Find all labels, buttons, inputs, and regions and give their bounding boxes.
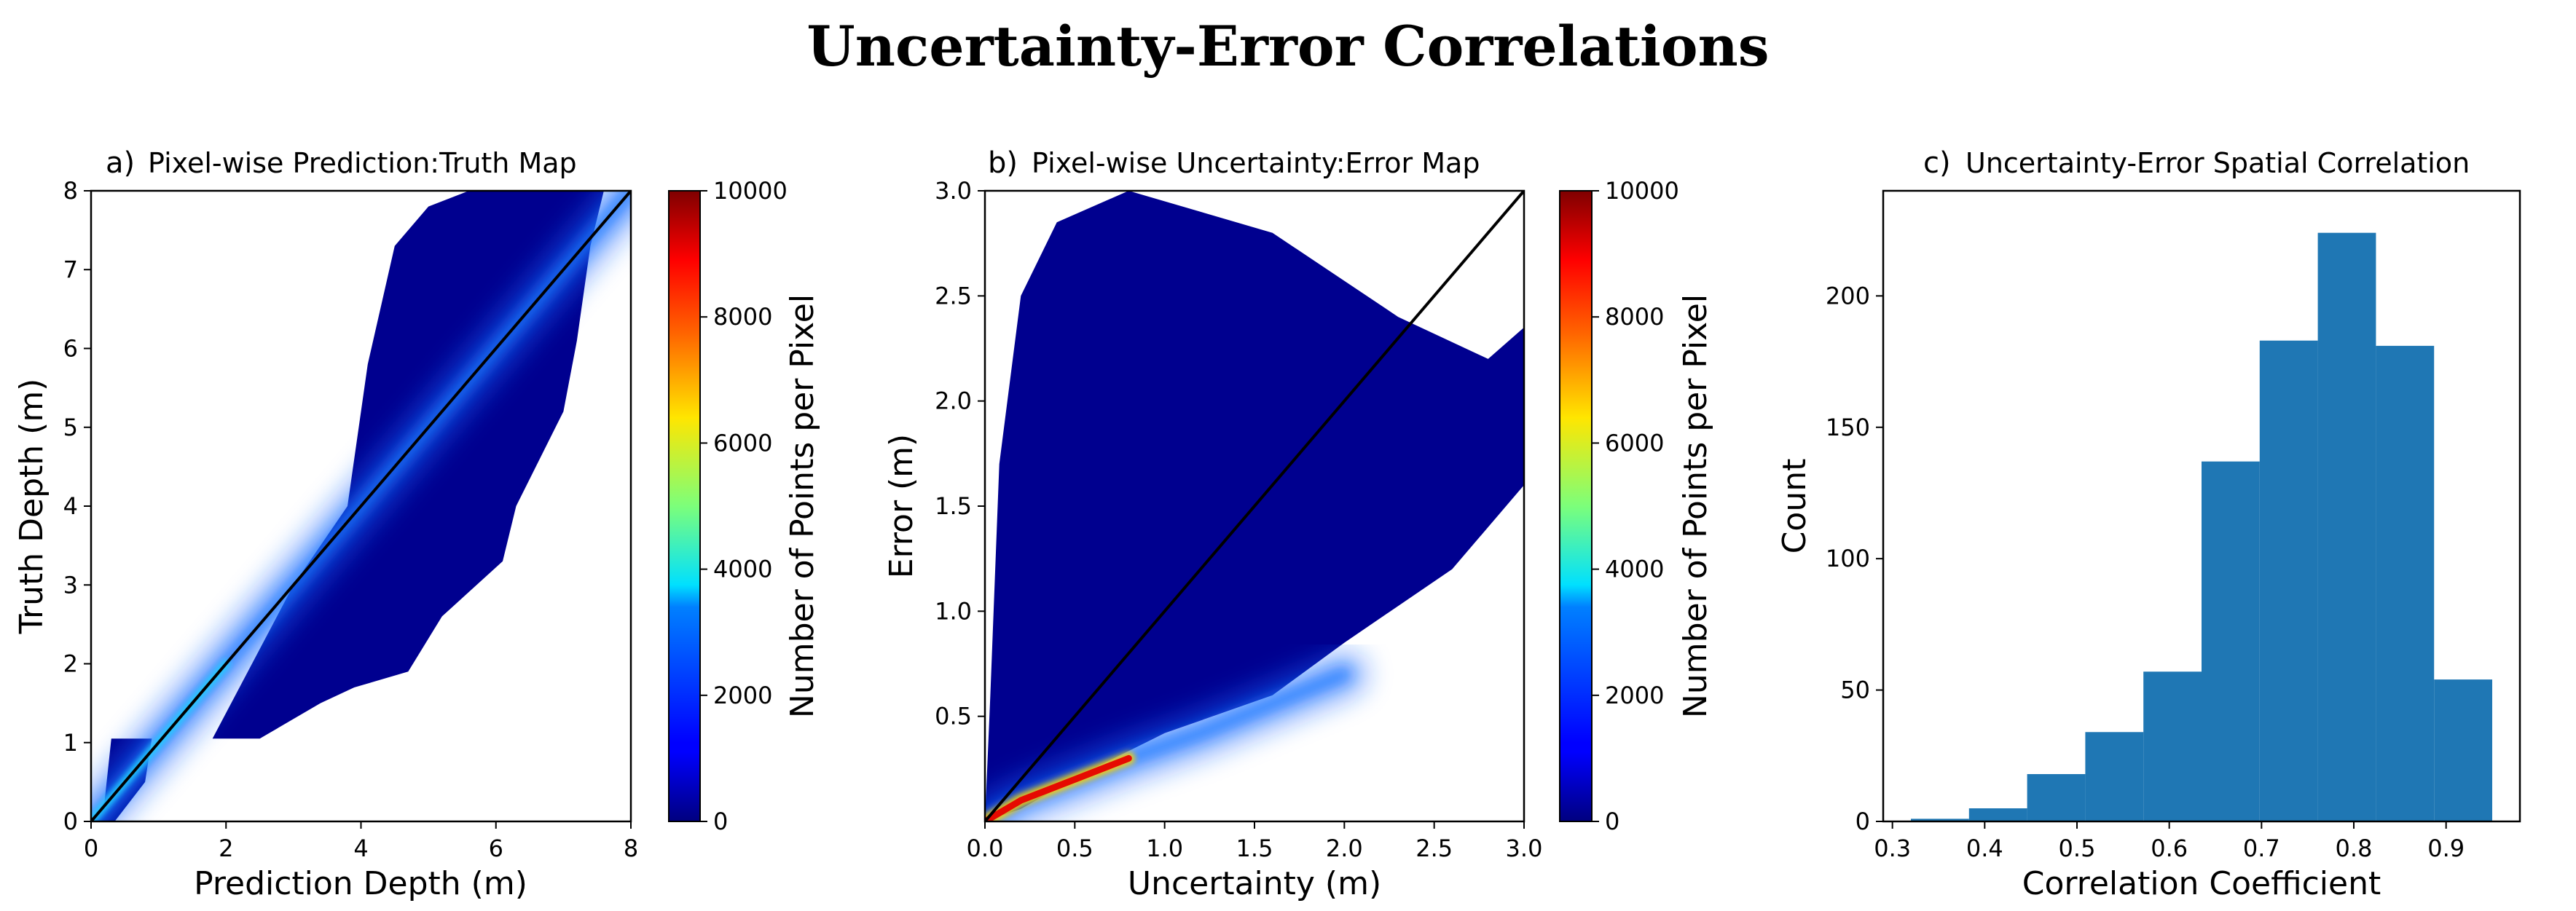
panel-c-histogram: 0.3 0.4 0.5 0.6 0.7 0.8 0.9 0 50 100 150 200 c) Un… — [1776, 146, 2521, 902]
panel-b-x-ticks: 0.0 0.5 1.0 1.5 2.0 2.5 3.0 — [967, 821, 1543, 862]
panel-c-y-label: Count — [1776, 459, 1813, 554]
panel-c-y-tick-label: 150 — [1826, 414, 1870, 441]
panel-b-colorbar-tick-label: 10000 — [1605, 177, 1679, 205]
panel-b-colorbar — [1559, 190, 1593, 822]
panel-a-colorbar-tick-label: 10000 — [713, 177, 788, 205]
panel-a-y-tick-label: 5 — [63, 414, 78, 441]
panel-b-y-tick-label: 1.0 — [935, 597, 972, 625]
panel-c-x-tick-label: 0.3 — [1874, 835, 1911, 862]
panel-a-x-tick-label: 8 — [624, 835, 638, 862]
panel-b-y-ticks: 0.5 1.0 1.5 2.0 2.5 3.0 — [935, 177, 985, 730]
histogram-bar — [2434, 679, 2492, 821]
panel-a-y-label: Truth Depth (m) — [13, 379, 50, 635]
panel-a-x-tick-label: 4 — [353, 835, 368, 862]
panel-a-x-label: Prediction Depth (m) — [194, 865, 527, 902]
panel-a-y-tick-label: 3 — [63, 571, 78, 599]
panel-b-label: b) — [988, 146, 1018, 180]
panel-b-x-label: Uncertainty (m) — [1128, 865, 1381, 902]
panel-b-x-tick-label: 1.5 — [1236, 835, 1273, 862]
histogram-bar — [2376, 345, 2435, 821]
panel-a-label: a) — [106, 146, 135, 180]
panel-b-density-peak — [985, 754, 1132, 821]
panel-c-x-tick-label: 0.4 — [1966, 835, 2003, 862]
panel-a-y-tick-label: 7 — [63, 256, 78, 283]
figure-title: Uncertainty-Error Correlations — [806, 14, 1769, 79]
panel-a-point-cloud — [91, 191, 631, 821]
panel-c-label: c) — [1923, 146, 1951, 180]
panel-b-x-tick-label: 0.0 — [967, 835, 1004, 862]
histogram-bar — [2317, 232, 2376, 821]
panel-c-x-tick-label: 0.5 — [2059, 835, 2096, 862]
panel-a-colorbar-tick-label: 6000 — [713, 429, 772, 457]
panel-b-y-tick-label: 3.0 — [935, 177, 972, 205]
panel-c-title: Uncertainty-Error Spatial Correlation — [1966, 147, 2470, 179]
panel-c-y-ticks: 0 50 100 150 200 — [1826, 282, 1883, 835]
panel-a-x-tick-label: 2 — [219, 835, 233, 862]
panel-b-colorbar-tick-label: 0 — [1605, 808, 1619, 835]
panel-a-identity-line — [91, 191, 631, 821]
panel-b-point-cloud — [985, 191, 1524, 821]
panel-b-colorbar-tick-label: 8000 — [1605, 303, 1664, 331]
panel-c-y-tick-label: 50 — [1840, 677, 1870, 704]
panel-b-identity-line — [985, 191, 1524, 821]
panel-b-x-tick-label: 3.0 — [1506, 835, 1543, 862]
panel-b-colorbar-tick-label: 4000 — [1605, 556, 1664, 583]
panel-a-colorbar-tick-label: 2000 — [713, 682, 772, 709]
panel-b-y-tick-label: 2.5 — [935, 282, 972, 309]
panel-a-y-tick-label: 6 — [63, 335, 78, 363]
panel-c-y-tick-label: 200 — [1826, 282, 1870, 309]
panel-a-density-plot: 0 2 4 6 8 0 1 2 3 4 5 6 7 8 a) Pixel-wise Prediction… — [13, 146, 821, 902]
panel-c-x-label: Correlation Coefficient — [2022, 865, 2381, 902]
histogram-bar — [1911, 819, 1969, 821]
panel-c-axes-frame — [1882, 189, 2521, 823]
panel-a-y-tick-label: 0 — [63, 808, 78, 835]
panel-a-y-tick-label: 8 — [63, 177, 78, 205]
panel-a-y-tick-label: 1 — [63, 729, 78, 757]
histogram-bar — [2143, 671, 2202, 821]
panel-a-x-ticks: 0 2 4 6 8 — [84, 821, 638, 862]
panel-b-title: Pixel-wise Uncertainty:Error Map — [1032, 147, 1480, 179]
panel-b-y-tick-label: 2.0 — [935, 387, 972, 415]
panel-b-x-tick-label: 2.0 — [1326, 835, 1363, 862]
panel-b-x-tick-label: 0.5 — [1056, 835, 1093, 862]
histogram-bar — [2259, 340, 2318, 821]
panel-a-x-tick-label: 0 — [84, 835, 98, 862]
histogram-bar — [2202, 461, 2260, 821]
panel-a-colorbar-ticks: 0 2000 4000 6000 8000 10000 — [700, 177, 788, 835]
panel-c-x-ticks: 0.3 0.4 0.5 0.6 0.7 0.8 0.9 — [1874, 821, 2465, 862]
panel-a-y-tick-label: 2 — [63, 650, 78, 678]
panel-c-x-tick-label: 0.6 — [2151, 835, 2188, 862]
panel-c-x-tick-label: 0.7 — [2243, 835, 2280, 862]
panel-a-colorbar — [668, 190, 701, 822]
panel-c-x-tick-label: 0.9 — [2427, 835, 2465, 862]
histogram-bar — [1968, 808, 2027, 821]
panel-a-colorbar-tick-label: 8000 — [713, 303, 772, 331]
panel-c-x-tick-label: 0.8 — [2336, 835, 2373, 862]
panel-a-colorbar-label: Number of Points per Pixel — [784, 294, 821, 718]
panel-a-y-tick-label: 4 — [63, 492, 78, 520]
panel-a-title: Pixel-wise Prediction:Truth Map — [148, 147, 577, 179]
panel-c-y-tick-label: 100 — [1826, 545, 1870, 572]
histogram-bar — [2085, 732, 2144, 821]
panel-a-colorbar-tick-label: 4000 — [713, 556, 772, 583]
panel-b-colorbar-label: Number of Points per Pixel — [1677, 294, 1714, 718]
panel-c-y-tick-label: 0 — [1856, 808, 1870, 835]
panel-a-colorbar-tick-label: 0 — [713, 808, 728, 835]
panel-b-density-plot: 0.0 0.5 1.0 1.5 2.0 2.5 3.0 0.5 1.0 1.5 2.0 2.5 3.0… — [883, 146, 1714, 902]
panel-b-x-tick-label: 1.0 — [1146, 835, 1183, 862]
panel-b-y-tick-label: 0.5 — [935, 703, 972, 730]
panel-b-colorbar-ticks: 0 2000 4000 6000 8000 10000 — [1592, 177, 1679, 835]
panel-c-bars — [1911, 232, 2492, 821]
panel-b-y-label: Error (m) — [883, 434, 920, 578]
panel-a-y-ticks: 0 1 2 3 4 5 6 7 8 — [63, 177, 91, 835]
panel-b-colorbar-tick-label: 6000 — [1605, 429, 1664, 457]
panel-a-x-tick-label: 6 — [489, 835, 503, 862]
histogram-bar — [2027, 774, 2086, 821]
panel-b-y-tick-label: 1.5 — [935, 492, 972, 520]
panel-b-x-tick-label: 2.5 — [1415, 835, 1453, 862]
panel-b-colorbar-tick-label: 2000 — [1605, 682, 1664, 709]
